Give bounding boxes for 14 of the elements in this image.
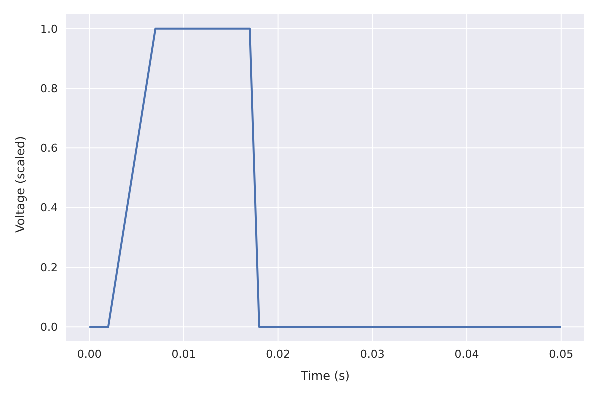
y-tick-label: 0.2 xyxy=(40,261,58,274)
x-tick-label: 0.03 xyxy=(360,348,385,361)
x-tick-label: 0.01 xyxy=(172,348,196,361)
x-tick-label: 0.02 xyxy=(266,348,291,361)
y-tick-label: 1.0 xyxy=(40,22,58,36)
y-tick-label: 0.6 xyxy=(40,142,58,156)
y-axis-title: Voltage (scaled) xyxy=(13,136,28,233)
y-tick-label: 0.0 xyxy=(40,320,58,334)
x-tick-label: 0.04 xyxy=(454,348,480,361)
y-tick-label: 0.4 xyxy=(40,202,58,215)
x-tick-label: 0.00 xyxy=(77,348,102,361)
x-axis-title: Time (s) xyxy=(300,369,350,383)
x-tick-label: 0.05 xyxy=(549,348,574,361)
y-tick-label: 0.8 xyxy=(40,82,58,96)
